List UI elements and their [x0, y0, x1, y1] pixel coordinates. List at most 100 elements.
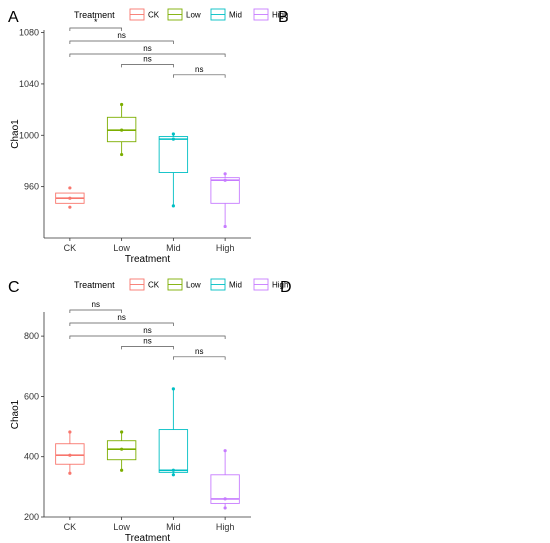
box-mid [158, 132, 189, 208]
panel-letter: A [8, 9, 19, 26]
box-low [106, 102, 137, 157]
significance-bracket: ns [121, 336, 174, 350]
data-point [68, 196, 72, 200]
bracket-line [173, 74, 226, 78]
data-point [68, 471, 72, 475]
y-tick-label: 1080 [19, 28, 39, 38]
data-point [171, 387, 175, 391]
box-body [210, 177, 240, 204]
box-ck [55, 186, 85, 209]
x-tick-label: High [216, 243, 235, 253]
box-low [106, 430, 137, 472]
chart-panel-c: C Treatment CK Low Mid High 200 400 600 800 CK Low M… [8, 278, 288, 543]
x-axis-title: Treatment [125, 254, 170, 265]
legend-key-high: High [253, 8, 288, 21]
significance-bracket: ns [69, 313, 174, 326]
bracket-label: ns [92, 300, 100, 309]
y-tick-label: 1000 [19, 130, 39, 140]
box-body [158, 136, 189, 173]
data-point [171, 137, 175, 141]
bracket-line [121, 346, 174, 350]
data-point [68, 430, 72, 434]
y-tick-label: 600 [24, 391, 39, 401]
legend-key-ck: CK [129, 8, 160, 21]
significance-bracket: ns [69, 44, 226, 57]
data-point [120, 447, 124, 451]
significance-bracket: ns [69, 300, 122, 313]
legend-key-ck: CK [129, 278, 160, 291]
data-point [223, 224, 227, 229]
x-tick-label: Low [113, 522, 130, 532]
bracket-line [69, 40, 174, 44]
box-mid [158, 387, 189, 477]
bracket-line [69, 27, 122, 31]
data-point [120, 468, 124, 472]
significance-bracket: ns [173, 347, 226, 360]
bracket-line [173, 356, 226, 360]
bracket-line [69, 309, 122, 313]
chart-panel-d: DTreatmentCKLowMidHigh0.80.91.0CKLowMidH… [280, 279, 292, 296]
panel-letter: C [8, 279, 20, 296]
box-body [158, 429, 189, 473]
bracket-label: ns [143, 336, 151, 345]
legend-key-mid: Mid [210, 278, 242, 291]
bracket-label: ns [143, 44, 151, 53]
legend: Treatment CK Low Mid High [74, 8, 288, 21]
x-tick-label: Low [113, 243, 130, 253]
y-tick-label: 200 [24, 512, 39, 522]
legend-key-high: High [253, 278, 288, 291]
bracket-label: ns [143, 326, 151, 335]
x-tick-label: Mid [166, 243, 181, 253]
legend: Treatment CK Low Mid High [74, 278, 288, 291]
bracket-label: ns [143, 54, 151, 63]
bracket-label: ns [117, 31, 125, 40]
data-point [223, 172, 227, 176]
y-axis-title: Chao1 [10, 119, 21, 149]
data-point [68, 205, 72, 209]
legend-label: Mid [229, 11, 242, 20]
legend-title: Treatment [74, 280, 115, 290]
box-high [210, 172, 240, 229]
chart-panel-b: BTreatmentCKLowMidHigh0.9800.9850.9900.9… [278, 9, 289, 26]
bracket-line [69, 53, 226, 57]
legend-label: CK [148, 11, 160, 20]
bracket-label: ns [195, 65, 203, 74]
data-point [120, 152, 124, 157]
data-point [68, 453, 72, 457]
legend-label: Mid [229, 281, 242, 290]
bracket-label: ns [195, 347, 203, 356]
data-point [223, 449, 227, 453]
bracket-line [69, 322, 174, 326]
bracket-line [69, 335, 226, 339]
data-point [120, 430, 124, 434]
y-tick-label: 400 [24, 452, 39, 462]
box-ck [55, 430, 85, 475]
legend-label: Low [186, 281, 201, 290]
data-point [171, 132, 175, 136]
data-point [171, 204, 175, 208]
data-point [223, 506, 227, 510]
data-point [223, 497, 227, 501]
x-tick-label: CK [64, 522, 77, 532]
legend-label: High [272, 11, 288, 20]
data-point [223, 178, 227, 182]
data-point [120, 128, 124, 132]
data-point [171, 473, 175, 477]
legend-label: CK [148, 281, 160, 290]
panel-letter: B [278, 9, 289, 26]
data-point [171, 468, 175, 472]
legend-key-low: Low [167, 278, 201, 291]
legend-title: Treatment [74, 10, 115, 20]
x-tick-label: High [216, 522, 235, 532]
bracket-label: * [94, 17, 98, 27]
bracket-label: ns [117, 313, 125, 322]
legend-key-mid: Mid [210, 8, 242, 21]
significance-bracket: ns [121, 54, 174, 68]
legend-key-low: Low [167, 8, 201, 21]
y-tick-label: 800 [24, 331, 39, 341]
legend-label: High [272, 281, 288, 290]
data-point [68, 186, 72, 190]
x-tick-label: CK [64, 243, 77, 253]
y-tick-label: 1040 [19, 79, 39, 89]
significance-bracket: ns [173, 65, 226, 78]
